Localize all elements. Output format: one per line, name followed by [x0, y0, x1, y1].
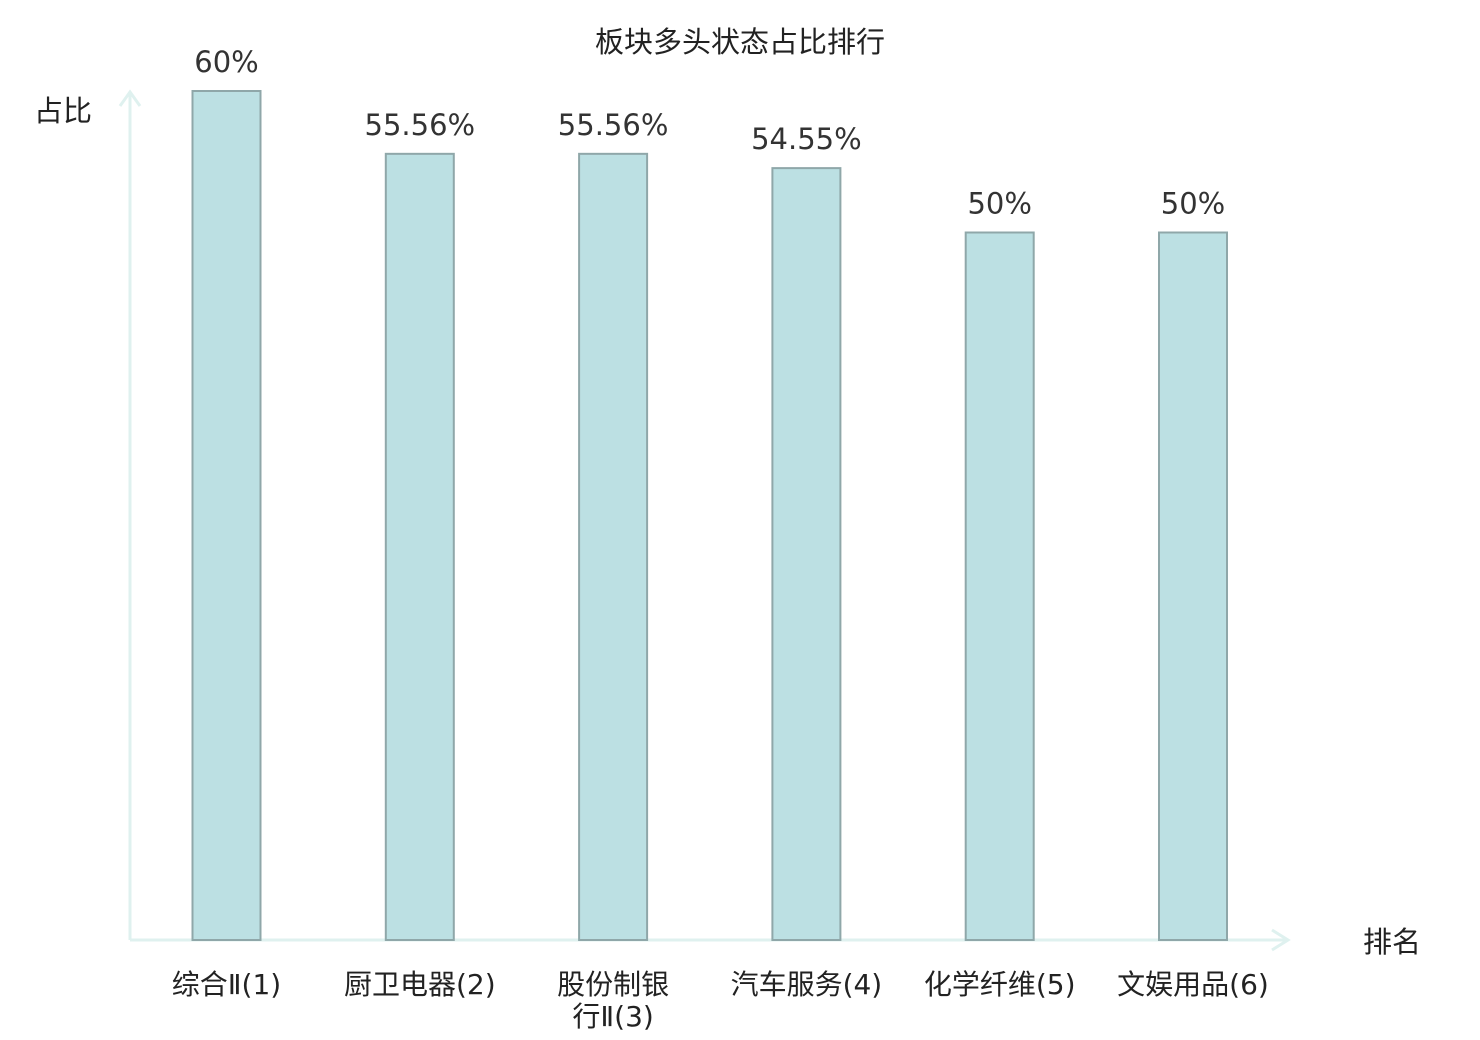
category-label: 股份制银行Ⅱ(3) [557, 968, 669, 1033]
category-label-line: 综合Ⅱ(1) [172, 968, 281, 1001]
bar [191, 90, 262, 941]
chart-title: 板块多头状态占比排行 [595, 25, 885, 59]
axes [118, 89, 1291, 952]
value-label: 50% [1161, 187, 1225, 221]
category-label-line: 汽车服务(4) [731, 968, 883, 1001]
bars [191, 90, 1228, 942]
y-axis-arrow [118, 89, 142, 107]
x-axis-arrow [1271, 928, 1291, 952]
category-label: 综合Ⅱ(1) [172, 968, 281, 1001]
value-label: 55.56% [365, 108, 476, 142]
y-axis-label: 占比 [34, 94, 92, 128]
bar [384, 152, 455, 942]
category-label-line: 行Ⅱ(3) [572, 1000, 653, 1033]
value-labels: 60% 55.56% 55.56% 54.55% 50% 50% [194, 45, 1225, 221]
value-label: 54.55% [751, 122, 862, 156]
category-label: 厨卫电器(2) [344, 968, 496, 1001]
category-label-line: 厨卫电器(2) [344, 968, 496, 1001]
category-label-line: 股份制银 [557, 968, 669, 1001]
bar [964, 231, 1035, 941]
category-labels: 综合Ⅱ(1) 厨卫电器(2) 股份制银行Ⅱ(3) 汽车服务(4) 化学纤维(5) 文娱用品… [172, 968, 1269, 1033]
category-label-line: 文娱用品(6) [1117, 968, 1269, 1001]
category-label: 化学纤维(5) [924, 968, 1076, 1001]
category-label: 汽车服务(4) [731, 968, 883, 1001]
x-axis-label: 排名 [1363, 925, 1421, 959]
bar [578, 152, 649, 942]
value-label: 55.56% [558, 108, 669, 142]
bar [1158, 231, 1228, 941]
category-label-line: 化学纤维(5) [924, 968, 1076, 1001]
category-label: 文娱用品(6) [1117, 968, 1269, 1001]
value-label: 60% [194, 45, 258, 79]
value-label: 50% [967, 187, 1031, 221]
bar [771, 167, 842, 941]
